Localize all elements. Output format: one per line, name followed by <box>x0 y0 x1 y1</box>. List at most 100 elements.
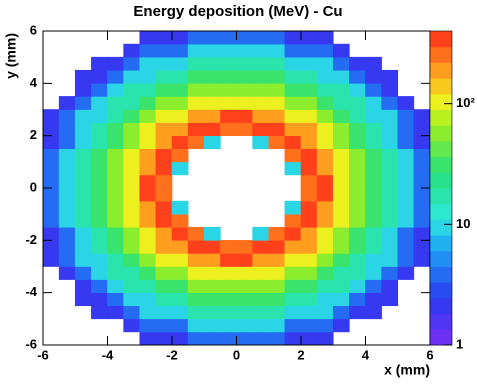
colorbar-band <box>430 266 452 283</box>
cell <box>381 174 399 189</box>
cell <box>413 135 431 150</box>
cell <box>123 148 141 163</box>
colorbar-band <box>430 250 452 267</box>
cell <box>252 96 270 110</box>
cell <box>58 240 76 254</box>
cell <box>252 305 270 320</box>
cell <box>349 305 366 320</box>
cell <box>300 122 318 136</box>
cell <box>187 292 205 307</box>
cell <box>74 292 92 307</box>
cell <box>300 253 318 267</box>
cell <box>332 292 350 307</box>
cell <box>284 279 302 293</box>
cell <box>171 279 189 293</box>
cell <box>284 305 302 320</box>
cell <box>155 292 173 307</box>
cell <box>316 43 334 58</box>
cell <box>300 279 318 293</box>
cell <box>91 135 108 150</box>
cell <box>107 305 124 320</box>
cell <box>300 226 318 241</box>
cell <box>316 305 334 320</box>
colorbar-band <box>430 235 452 252</box>
cell <box>268 96 286 110</box>
cell <box>349 174 366 189</box>
cell <box>139 292 157 307</box>
cell <box>332 266 350 280</box>
cell <box>284 96 302 110</box>
cell <box>91 266 108 280</box>
cell <box>268 83 286 97</box>
cell <box>332 226 350 241</box>
cell <box>220 43 237 58</box>
cell <box>171 266 189 280</box>
cell <box>155 69 173 84</box>
cell <box>365 161 382 176</box>
cell <box>74 226 92 241</box>
cell <box>284 213 302 228</box>
cell <box>107 226 124 241</box>
cell <box>236 109 253 123</box>
cell <box>91 122 108 136</box>
cell <box>381 148 399 163</box>
colorbar-band <box>430 78 452 95</box>
cell <box>332 213 350 228</box>
colorbar-band <box>430 46 452 63</box>
cell <box>268 279 286 293</box>
cell <box>349 266 366 280</box>
cell <box>107 200 124 215</box>
cell <box>203 30 221 45</box>
cell <box>203 279 221 293</box>
cell <box>171 305 189 320</box>
cell <box>107 213 124 228</box>
cell <box>365 226 382 241</box>
cell <box>397 226 415 241</box>
cell <box>268 30 286 45</box>
cell <box>236 253 253 267</box>
colorbar-band <box>430 156 452 173</box>
cell <box>203 318 221 333</box>
cell <box>74 187 92 202</box>
cell <box>123 226 141 241</box>
cell <box>332 43 350 58</box>
cell <box>236 43 253 58</box>
cell <box>332 56 350 71</box>
cell <box>171 226 189 241</box>
cell <box>91 292 108 307</box>
cell <box>413 187 431 202</box>
cell <box>139 135 157 150</box>
cell <box>107 69 124 84</box>
x-axis-label: x (mm) <box>384 362 430 378</box>
cell <box>316 148 334 163</box>
cell <box>316 200 334 215</box>
cell <box>139 122 157 136</box>
cell <box>74 279 92 293</box>
cell <box>74 161 92 176</box>
cell <box>171 148 189 163</box>
cell <box>349 213 366 228</box>
cell <box>220 30 237 45</box>
cell <box>268 56 286 71</box>
cell <box>155 83 173 97</box>
cell <box>284 266 302 280</box>
cell <box>220 331 237 346</box>
cell <box>268 292 286 307</box>
cell <box>139 331 157 346</box>
cell <box>187 83 205 97</box>
cell <box>381 292 399 307</box>
cell <box>332 318 350 333</box>
x-tick-label: 2 <box>297 347 304 362</box>
cell <box>58 187 76 202</box>
cell <box>42 135 60 150</box>
cell <box>365 292 382 307</box>
cell <box>284 292 302 307</box>
cell <box>58 135 76 150</box>
cell <box>236 279 253 293</box>
chart-title: Energy deposition (MeV) - Cu <box>133 3 342 20</box>
cell <box>123 122 141 136</box>
cell <box>171 135 189 150</box>
cell <box>316 122 334 136</box>
cell <box>349 83 366 97</box>
cell <box>91 161 108 176</box>
